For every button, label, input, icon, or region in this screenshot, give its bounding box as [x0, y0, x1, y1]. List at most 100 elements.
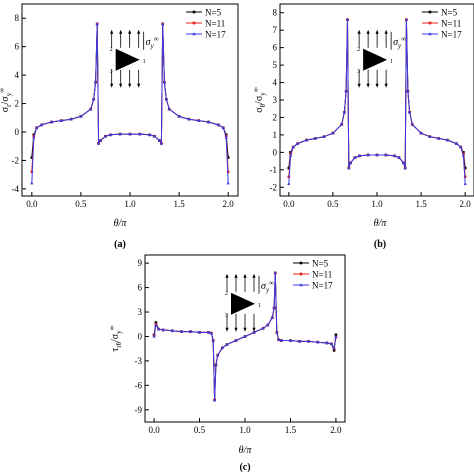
arrow-head	[225, 273, 229, 278]
y-tick-label: -9	[135, 405, 143, 415]
data-point	[406, 89, 410, 93]
data-point	[161, 328, 165, 332]
label-part: /σ	[110, 333, 121, 342]
data-point	[243, 334, 247, 338]
data-point	[92, 97, 96, 101]
x-axis-label: θ/π	[239, 445, 253, 456]
data-point	[154, 321, 158, 324]
data-point	[128, 132, 132, 136]
data-point	[261, 326, 265, 330]
data-point	[220, 346, 224, 350]
data-point	[397, 155, 401, 159]
data-point	[287, 166, 291, 170]
x-axis-label: θ/π	[374, 218, 388, 229]
arrow-head	[110, 83, 114, 88]
data-point	[463, 182, 467, 185]
data-point	[462, 151, 465, 154]
data-point	[459, 145, 463, 149]
data-point	[347, 166, 351, 170]
x-tick-label: 0.0	[283, 199, 295, 209]
label-part: ∞	[269, 279, 274, 287]
label-part: ∞	[154, 35, 159, 43]
label-part: σ	[254, 107, 265, 113]
arrow-head	[375, 83, 379, 88]
label-part: ∞	[0, 88, 6, 93]
y-axis-label: σr/σy∞	[0, 88, 13, 112]
arrow-head	[384, 83, 388, 88]
label-part: y	[5, 92, 13, 96]
data-point	[32, 135, 36, 139]
legend-marker	[428, 10, 432, 14]
data-point	[404, 18, 408, 21]
y-tick-label: 4	[273, 78, 278, 88]
data-point	[154, 323, 158, 327]
label-part: y	[265, 286, 270, 294]
data-point	[375, 153, 379, 157]
data-point	[419, 131, 423, 135]
data-point	[334, 334, 338, 338]
data-point	[345, 18, 350, 21]
label-part: σ	[0, 106, 11, 112]
inset-diagram: 1 2 3 σy∞	[357, 29, 406, 88]
data-point	[177, 114, 181, 118]
arrow-head	[366, 83, 370, 88]
vertex-label-1: 1	[390, 59, 393, 65]
y-tick-label: 5	[273, 60, 278, 70]
inset-diagram: 1 2 3 σy∞	[225, 273, 274, 332]
data-point	[304, 138, 309, 142]
data-point	[384, 153, 388, 157]
label-part: σ	[261, 281, 267, 292]
label-part: ∞	[108, 325, 116, 330]
y-tick-label: 0	[138, 331, 143, 341]
data-point	[410, 122, 414, 126]
y-tick-label: 6	[138, 283, 143, 293]
triangle-hole	[231, 292, 255, 315]
data-point	[79, 114, 83, 118]
data-point	[197, 118, 201, 122]
vertex-label-1: 1	[143, 59, 146, 65]
data-point	[401, 161, 406, 165]
data-point	[179, 329, 183, 333]
data-point	[89, 107, 93, 111]
stress-label: σy∞	[393, 35, 406, 50]
label-part: /σ	[254, 95, 265, 104]
data-point	[187, 117, 191, 121]
label-part: θ/π	[114, 218, 128, 229]
y-tick-label: -2	[270, 182, 278, 192]
vertex-label-2: 2	[225, 291, 228, 297]
y-tick-label: 9	[138, 258, 143, 268]
data-point	[59, 118, 63, 122]
label-part: τ	[110, 348, 121, 352]
data-point	[353, 155, 357, 159]
arrow-head	[137, 29, 141, 34]
data-point	[252, 330, 256, 334]
data-point	[148, 133, 152, 137]
data-point	[428, 134, 432, 138]
series-group	[287, 18, 467, 185]
data-point	[40, 123, 44, 127]
data-point	[157, 138, 162, 142]
data-point	[344, 89, 348, 93]
label-part: ∞	[252, 87, 260, 92]
triangle-hole	[363, 48, 388, 71]
y-tick-label: 6	[273, 43, 278, 53]
x-tick-label: 1.0	[239, 425, 251, 435]
legend-label: N=5	[441, 8, 458, 18]
vertex-label-2: 2	[357, 47, 360, 53]
data-point	[197, 330, 202, 334]
label-part: y	[150, 42, 155, 50]
legend-label: N=17	[441, 30, 462, 40]
panel-label: (a)	[114, 239, 126, 250]
data-point	[108, 133, 112, 137]
vertex-label-3: 3	[225, 313, 228, 319]
data-point	[216, 123, 220, 127]
data-point	[329, 342, 333, 345]
triangle-hole	[115, 48, 140, 71]
data-point	[322, 134, 326, 138]
data-point	[307, 339, 311, 343]
data-point	[96, 141, 101, 145]
vertex-label-2: 2	[110, 47, 113, 53]
legend-marker	[428, 21, 432, 25]
data-point	[288, 154, 293, 158]
